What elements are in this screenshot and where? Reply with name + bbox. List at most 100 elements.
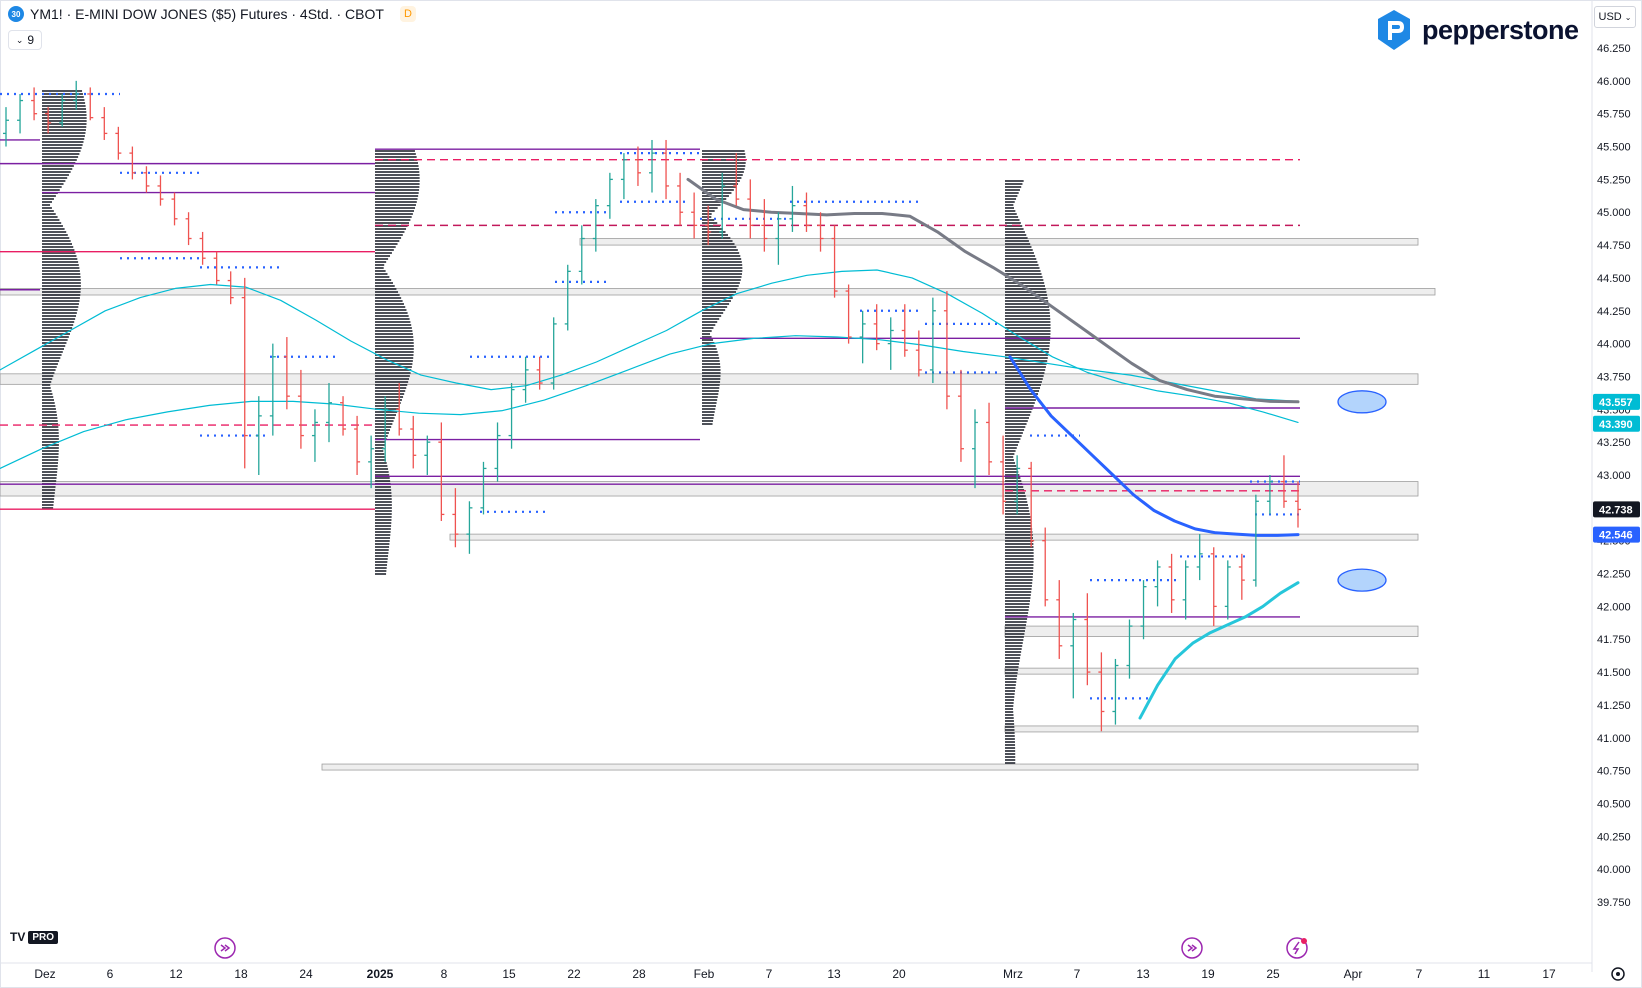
volume-profile-bar [375,234,403,236]
currency-selector[interactable]: USD ⌄ [1594,6,1636,28]
volume-profile-bar [42,441,59,443]
volume-profile-bar [1005,231,1025,233]
data-delay-badge[interactable]: D [399,6,416,22]
volume-profile-bar [42,105,86,107]
volume-profile-bar [702,312,724,314]
lightning-event-icon[interactable] [1286,937,1308,959]
volume-profile-bar [1005,447,1017,449]
volume-profile-bar [375,441,386,443]
volume-profile-bar [702,225,721,227]
y-tick-label: 46.250 [1597,43,1631,55]
volume-profile-bar [375,324,412,326]
volume-profile-bar [1005,579,1033,581]
volume-profile-bar [1005,441,1020,443]
replay-forward-icon[interactable] [214,937,236,959]
chevron-down-icon: ⌄ [1624,12,1632,22]
x-tick-label: Dez [34,967,55,981]
interval-indicator[interactable]: ⌄ 9 [8,30,42,50]
volume-profile-bar [375,558,388,560]
volume-profile-bar [375,180,420,182]
volume-profile-bar [42,234,68,236]
price-label-text: 42.738 [1599,504,1633,516]
volume-profile-bar [702,306,728,308]
replay-forward-icon[interactable] [1181,937,1203,959]
volume-profile-bar [375,216,412,218]
target-ellipse[interactable] [1337,568,1387,592]
volume-profile-bar [375,420,394,422]
volume-profile-bar [375,345,414,347]
volume-profile-bar [1005,216,1019,218]
volume-profile-bar [375,291,399,293]
volume-profile-bar [375,303,404,305]
volume-profile-bar [375,261,387,263]
volume-profile-bar [1005,186,1022,188]
volume-profile-bar [1005,732,1015,734]
settings-icon[interactable] [1611,967,1625,981]
volume-profile-bar [1005,411,1032,413]
symbol-title[interactable]: YM1! · E-MINI DOW JONES ($5) Futures · 4… [30,6,384,22]
volume-profile-bar [1005,435,1022,437]
interval-value: 9 [27,33,35,47]
volume-profile-bar [1005,267,1040,269]
volume-profile-bar [1005,417,1029,419]
volume-profile-bar [1005,582,1033,584]
volume-profile-bar [42,300,80,302]
volume-profile-bar [1005,516,1031,518]
x-tick-label: 8 [441,967,448,981]
volume-profile-bar [1005,363,1047,365]
volume-profile-bar [375,198,418,200]
volume-profile-bar [375,393,405,395]
volume-profile-bar [375,501,392,503]
symbol-legend[interactable]: 30 YM1! · E-MINI DOW JONES ($5) Futures … [8,6,416,22]
anchored-vwap-gray [686,177,1300,404]
volume-profile-bar [42,240,71,242]
volume-profile-bar [42,123,87,125]
volume-profile-bar [375,231,405,233]
volume-profile-bar [702,270,743,272]
volume-profile-bar [1005,396,1037,398]
volume-profile-bar [702,273,743,275]
volume-profile-bar [702,393,719,395]
volume-profile-bar [375,162,419,164]
volume-profile-bar [375,285,395,287]
volume-profile-bar [42,420,58,422]
volume-profile-bar [1005,273,1042,275]
volume-profile-bar [1005,495,1026,497]
brand-name: pepperstone [1422,14,1579,45]
volume-profile-bar [375,465,388,467]
volume-profile-bar [1005,660,1020,662]
volume-profile-bar [42,309,78,311]
target-ellipse[interactable] [1337,390,1387,414]
volume-profile-bar [1005,537,1033,539]
volume-profile-bar [42,267,80,269]
price-label-text: 43.557 [1599,397,1633,409]
volume-profile-bar [375,384,408,386]
volume-profile-bar [42,246,74,248]
volume-profile-bar [375,495,392,497]
volume-profile-bar [702,345,716,347]
tradingview-logo[interactable]: TV PRO [10,930,59,944]
volume-profile-bar [42,198,54,200]
volume-profile-bar [1005,642,1023,644]
volume-profile-bar [1005,708,1014,710]
volume-profile-bar [1005,282,1045,284]
price-label-badge [1593,526,1640,543]
volume-profile-bar [375,189,420,191]
volume-profile-bar [375,177,420,179]
volume-profile-bar [702,300,731,302]
volume-profile-bar [42,348,65,350]
volume-profile-bar [1005,318,1051,320]
volume-profile-bar [42,159,77,161]
volume-profile-bar [702,150,745,152]
y-tick-label: 40.750 [1597,766,1631,778]
volume-profile-bar [1005,651,1022,653]
volume-profile-bar [375,510,392,512]
volume-profile-bar [1005,324,1051,326]
volume-profile-bar [1005,666,1019,668]
volume-profile-bar [42,345,66,347]
volume-profile-bar [375,453,385,455]
volume-profile-bar [375,435,388,437]
volume-profile-bar [42,312,77,314]
volume-profile-bar [42,201,52,203]
